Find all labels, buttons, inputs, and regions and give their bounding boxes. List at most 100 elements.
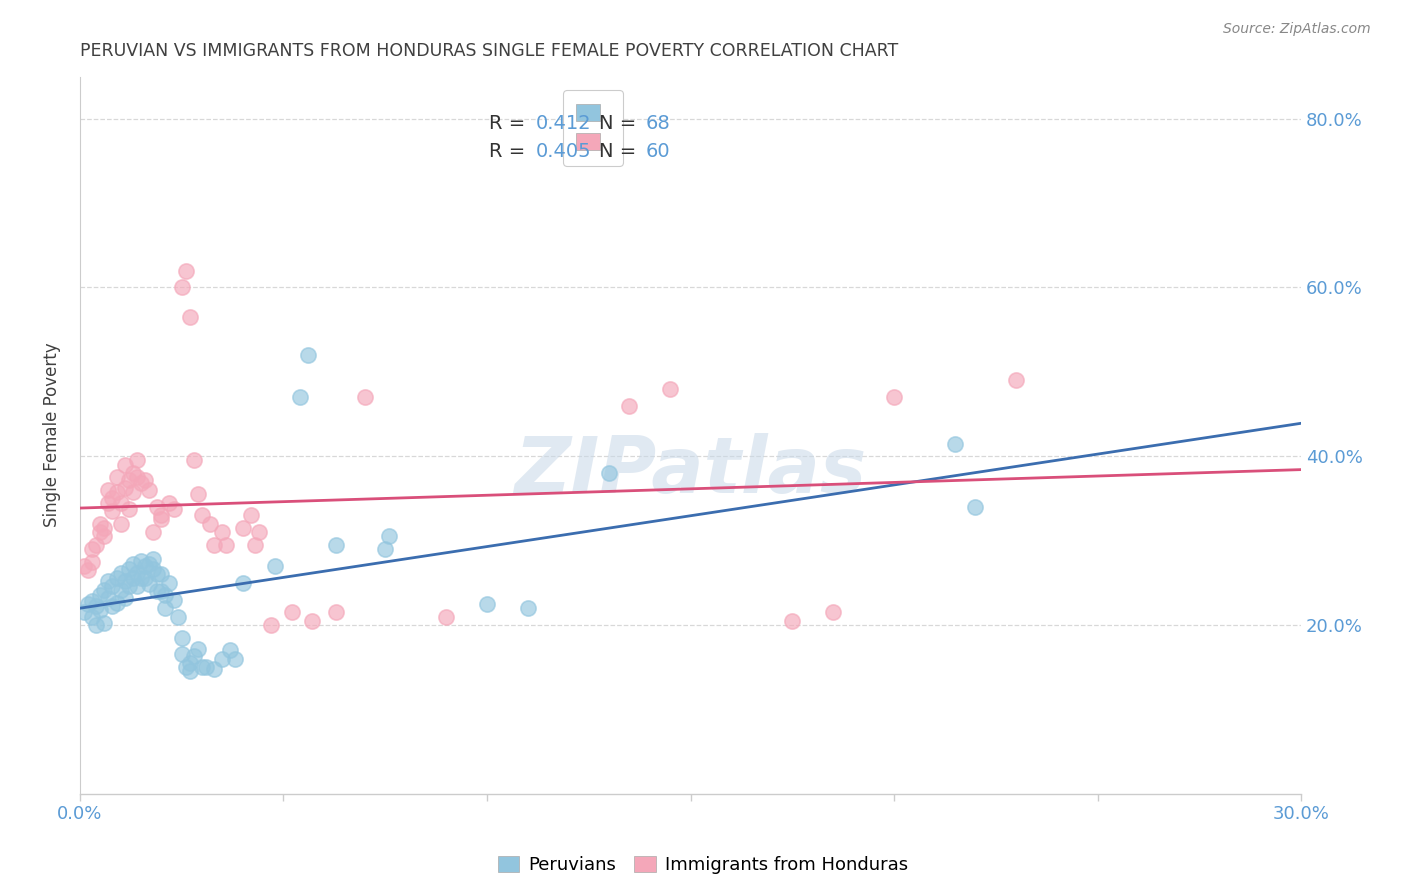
Point <box>232 521 254 535</box>
Point <box>191 508 214 523</box>
Point <box>80 594 103 608</box>
Point <box>162 592 184 607</box>
Text: N =: N = <box>599 113 643 133</box>
Point <box>166 609 188 624</box>
Point <box>121 558 143 572</box>
Point <box>155 589 177 603</box>
Point <box>129 554 152 568</box>
Point <box>80 555 103 569</box>
Point <box>146 584 169 599</box>
Point <box>146 567 169 582</box>
Point <box>77 597 100 611</box>
Point <box>155 601 177 615</box>
Point <box>125 566 148 580</box>
Point <box>125 579 148 593</box>
Text: PERUVIAN VS IMMIGRANTS FROM HONDURAS SINGLE FEMALE POVERTY CORRELATION CHART: PERUVIAN VS IMMIGRANTS FROM HONDURAS SIN… <box>80 42 898 60</box>
Point <box>297 348 319 362</box>
Point <box>114 591 136 605</box>
Point <box>619 399 641 413</box>
Point <box>93 582 115 597</box>
Point <box>150 512 173 526</box>
Point <box>118 579 141 593</box>
Point <box>179 656 201 670</box>
Point <box>162 501 184 516</box>
Point <box>105 571 128 585</box>
Point <box>73 558 96 573</box>
Point <box>191 660 214 674</box>
Point <box>105 596 128 610</box>
Text: R =: R = <box>489 113 531 133</box>
Point <box>89 589 111 603</box>
Point <box>211 651 233 665</box>
Text: R =: R = <box>489 143 531 161</box>
Point <box>118 473 141 487</box>
Point <box>183 649 205 664</box>
Point <box>84 618 107 632</box>
Point <box>138 483 160 497</box>
Point <box>125 470 148 484</box>
Point <box>93 529 115 543</box>
Point <box>93 616 115 631</box>
Point <box>101 599 124 614</box>
Point <box>150 567 173 582</box>
Point <box>288 390 311 404</box>
Point <box>142 562 165 576</box>
Point <box>134 571 156 585</box>
Point <box>179 665 201 679</box>
Point <box>146 500 169 514</box>
Point <box>118 562 141 576</box>
Text: ZIPatlas: ZIPatlas <box>515 433 866 509</box>
Point <box>142 552 165 566</box>
Point <box>77 563 100 577</box>
Point <box>97 483 120 497</box>
Point <box>138 577 160 591</box>
Point <box>110 566 132 580</box>
Point <box>129 476 152 491</box>
Text: Source: ZipAtlas.com: Source: ZipAtlas.com <box>1223 22 1371 37</box>
Point <box>434 609 457 624</box>
Point <box>138 558 160 572</box>
Point <box>121 571 143 585</box>
Point <box>114 481 136 495</box>
Point <box>159 575 181 590</box>
Point <box>598 466 620 480</box>
Legend: , : , <box>562 90 623 166</box>
Point <box>243 538 266 552</box>
Y-axis label: Single Female Poverty: Single Female Poverty <box>44 343 60 527</box>
Point <box>150 508 173 523</box>
Point <box>114 458 136 472</box>
Point <box>170 648 193 662</box>
Point <box>84 538 107 552</box>
Point <box>301 614 323 628</box>
Point <box>264 558 287 573</box>
Point <box>202 662 225 676</box>
Point <box>110 516 132 531</box>
Point <box>170 280 193 294</box>
Point <box>101 491 124 506</box>
Point <box>174 263 197 277</box>
Text: 0.405: 0.405 <box>536 143 591 161</box>
Text: N =: N = <box>599 143 643 161</box>
Point <box>224 651 246 665</box>
Point <box>84 599 107 614</box>
Point <box>821 605 844 619</box>
Point <box>80 609 103 624</box>
Point <box>142 525 165 540</box>
Point <box>374 541 396 556</box>
Point <box>280 605 302 619</box>
Point <box>150 584 173 599</box>
Text: 68: 68 <box>645 113 671 133</box>
Point <box>129 571 152 585</box>
Point <box>211 525 233 540</box>
Point <box>118 501 141 516</box>
Point <box>105 470 128 484</box>
Point <box>353 390 375 404</box>
Point <box>179 310 201 324</box>
Point <box>202 538 225 552</box>
Point <box>125 453 148 467</box>
Point <box>97 495 120 509</box>
Point <box>198 516 221 531</box>
Point <box>187 487 209 501</box>
Point <box>239 508 262 523</box>
Point <box>219 643 242 657</box>
